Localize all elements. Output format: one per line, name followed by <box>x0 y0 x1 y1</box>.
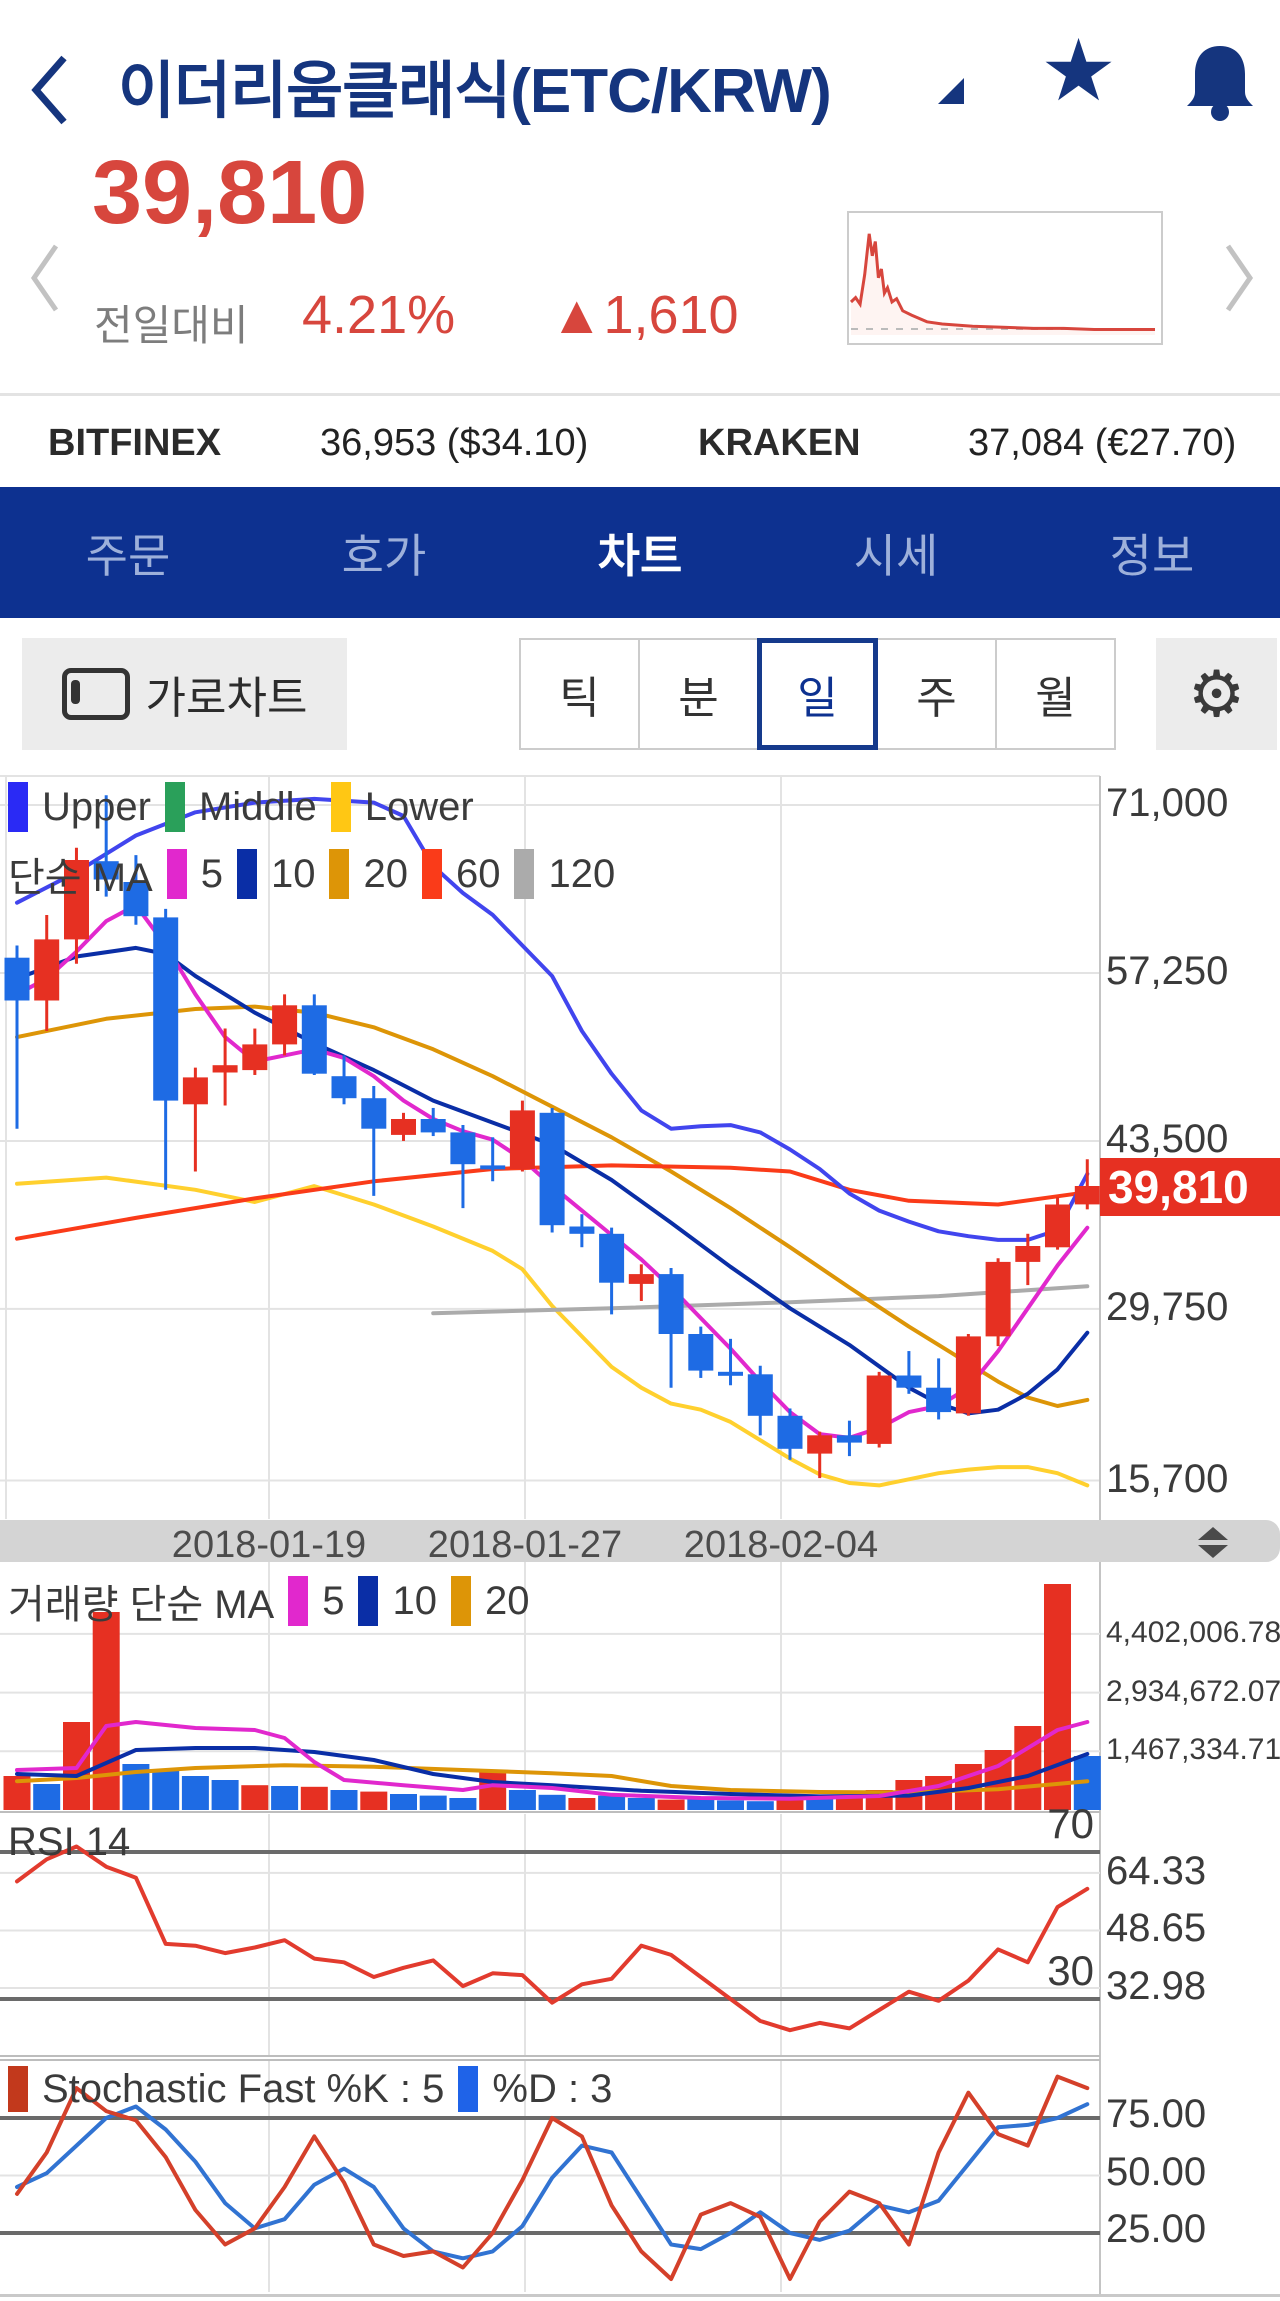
legend-prefix: 거래량 단순 MA <box>8 1583 275 1627</box>
rsi-tick: 48.65 <box>1106 1906 1207 1951</box>
legend-label: 120 <box>548 851 616 896</box>
date-label: 2018-02-04 <box>683 1524 879 1566</box>
landscape-chart-label: 가로차트 <box>145 674 308 723</box>
legend-row: 단순 MA 5 10 20 60 120 <box>8 845 615 903</box>
stoch-tick: 75.00 <box>1106 2092 1207 2136</box>
legend-swatch-60 <box>421 849 442 899</box>
next-market-chevron-icon[interactable] <box>1222 240 1256 316</box>
change-percent: 4.21% <box>302 285 456 345</box>
legend-row: 거래량 단순 MA 5 10 20 <box>8 1572 529 1630</box>
rsi-tick: 32.98 <box>1106 1964 1207 2009</box>
chart-settings-button[interactable]: ⚙ <box>1156 638 1277 750</box>
price-tick-43,500: 43,500 <box>1106 1116 1229 1161</box>
legend-swatch-10 <box>358 1576 379 1626</box>
legend-swatch-%D : 3 <box>458 2066 479 2112</box>
tab-호가[interactable]: 호가 <box>341 529 427 582</box>
tab-차트[interactable]: 차트 <box>597 529 683 582</box>
date-label: 2018-01-27 <box>427 1524 623 1566</box>
tab-주문[interactable]: 주문 <box>85 529 171 582</box>
scrubber-resize-handle[interactable] <box>1198 1527 1228 1558</box>
tab-정보[interactable]: 정보 <box>1109 529 1195 582</box>
gear-icon: ⚙ <box>1187 657 1246 730</box>
current-price: 39,810 <box>92 143 368 243</box>
legend-prefix: 단순 MA <box>8 856 153 900</box>
legend-swatch-Stochastic Fast %K : 5 <box>8 2066 28 2112</box>
stoch-tick: 50.00 <box>1106 2149 1207 2194</box>
legend-swatch-Middle <box>164 782 185 832</box>
stoch-tick: 25.00 <box>1106 2207 1207 2251</box>
prev-market-chevron-icon[interactable] <box>28 240 62 316</box>
title-caret-icon[interactable] <box>938 78 964 104</box>
interval-button-분[interactable]: 분 <box>638 638 759 750</box>
legend-swatch-5 <box>288 1576 309 1626</box>
rsi-level-30: 30 <box>1047 1947 1094 1994</box>
legend-label: 5 <box>200 851 223 896</box>
price-tick-15,700: 15,700 <box>1106 1456 1229 1501</box>
up-arrow-icon: ▲ <box>550 285 604 345</box>
legend-label: 20 <box>484 1578 530 1623</box>
down-triangle-icon <box>1198 1545 1228 1558</box>
volume-tick: 2,934,672.072 <box>1106 1674 1280 1708</box>
legend-swatch-20 <box>450 1576 471 1626</box>
up-triangle-icon <box>1198 1527 1228 1540</box>
bottom-divider <box>0 2294 1280 2297</box>
legend-row: Stochastic Fast %K : 5 %D : 3 <box>8 2066 612 2112</box>
legend-swatch-10 <box>236 849 257 899</box>
rsi-tick: 64.33 <box>1106 1848 1207 1893</box>
date-label: 2018-01-19 <box>171 1524 367 1566</box>
change-amount: ▲1,610 <box>550 285 739 345</box>
tab-시세[interactable]: 시세 <box>853 529 939 582</box>
exchange-name-bitfinex: BITFINEX <box>48 422 222 464</box>
divider <box>0 393 1280 396</box>
page-title: 이더리움클래식(ETC/KRW) <box>118 57 832 126</box>
legend-label: Upper <box>42 784 151 829</box>
legend-label: Stochastic Fast %K : 5 <box>42 2066 445 2111</box>
rsi-level-70: 70 <box>1047 1800 1094 1847</box>
legend-label: Lower <box>364 784 474 829</box>
legend-swatch-120 <box>514 849 535 899</box>
volume-tick: 4,402,006.785 <box>1106 1615 1280 1649</box>
alarm-bell-icon[interactable] <box>1182 40 1258 124</box>
tab-bar: 주문 호가 차트 시세 정보 <box>0 487 1280 618</box>
legend-swatch-Lower <box>330 782 351 832</box>
legend-row: Upper Middle Lower <box>8 782 474 832</box>
legend-label: 10 <box>392 1578 437 1623</box>
legend-swatch-Upper <box>8 782 28 832</box>
price-tick-57,250: 57,250 <box>1106 948 1229 993</box>
exchange-name-kraken: KRAKEN <box>698 422 861 464</box>
legend-label: 60 <box>455 851 501 896</box>
interval-button-월[interactable]: 월 <box>995 638 1116 750</box>
legend-label: %D : 3 <box>492 2066 613 2111</box>
price-tick-29,750: 29,750 <box>1106 1284 1229 1329</box>
legend-swatch-20 <box>329 849 350 899</box>
legend-swatch-5 <box>166 849 187 899</box>
interval-button-주[interactable]: 주 <box>876 638 997 750</box>
legend-label: Middle <box>198 784 317 829</box>
back-icon[interactable] <box>28 52 72 128</box>
exchange-value-bitfinex: 36,953 ($34.10) <box>320 422 589 464</box>
last-price-badge: 39,810 <box>1100 1158 1280 1216</box>
favorite-star-icon[interactable]: ★ <box>1040 23 1118 119</box>
landscape-phone-icon <box>61 668 130 720</box>
landscape-chart-button[interactable]: 가로차트 <box>22 638 347 750</box>
change-label: 전일대비 <box>94 302 249 349</box>
legend-label: 10 <box>270 851 316 896</box>
mini-sparkline <box>847 211 1163 345</box>
exchange-value-kraken: 37,084 (€27.70) <box>968 422 1237 464</box>
rsi-pane-title: RSI 14 <box>8 1820 131 1864</box>
price-tick-71,000: 71,000 <box>1106 781 1229 825</box>
legend-label: 5 <box>322 1578 345 1623</box>
interval-button-일[interactable]: 일 <box>757 638 878 750</box>
legend-label: 20 <box>363 851 408 896</box>
chart-scrubber-bar[interactable] <box>0 1520 1280 1562</box>
volume-tick: 1,467,334.713 <box>1106 1733 1280 1767</box>
